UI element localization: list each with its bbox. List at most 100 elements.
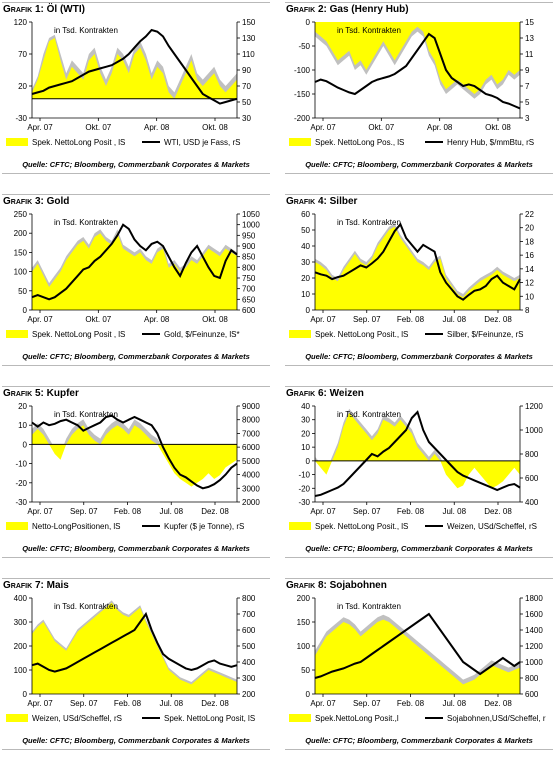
- y-tick-label-left: -200: [294, 114, 311, 123]
- x-tick-label: Sep. 07: [70, 507, 98, 516]
- chart-annotation: in Tsd. Kontrakten: [337, 410, 401, 419]
- series-line: [314, 410, 521, 497]
- y-tick-label-left: 30: [301, 416, 310, 425]
- legend-label: Spek. NettoLong Posit , lS: [32, 138, 125, 147]
- y-tick-label-left: -30: [298, 498, 310, 507]
- y-tick-label-right: 950: [242, 231, 256, 240]
- chart-panel-copper: Grafik 5: Kupfer -30 -20 -10 0 10 20 2000 3000 4…: [2, 386, 270, 558]
- legend-label: Spek. NettoLong Posit , lS: [32, 330, 125, 339]
- y-tick-label-left: 50: [18, 287, 27, 296]
- y-tick-label-right: 9000: [242, 402, 260, 411]
- chart-svg: 0 100 200 300 400 200 300 400 500 600 700 800 Apr. 0…: [6, 594, 256, 723]
- x-tick-label: Apr. 07: [27, 507, 53, 516]
- legend-label: Gold, $/Feinunze, lS*: [164, 330, 240, 339]
- series-area: [32, 425, 237, 487]
- y-tick-label-right: 30: [242, 114, 251, 123]
- y-tick-label-right: 14: [525, 265, 534, 274]
- y-tick-label-left: -10: [15, 460, 27, 469]
- x-tick-label: Feb. 08: [397, 507, 425, 516]
- chart-panel-silver: Grafik 4: Silber 0 10 20 30 40 50 60 8 10 12 14 16 1…: [285, 194, 553, 366]
- y-tick-label-left: 100: [14, 666, 28, 675]
- panel-title: Grafik 8: Sojabohnen: [285, 578, 553, 592]
- panel-title: Grafik 7: Mais: [2, 578, 270, 592]
- series-line: [31, 611, 238, 673]
- x-tick-label: Okt. 08: [485, 123, 511, 132]
- x-tick-label: Okt. 08: [202, 123, 228, 132]
- y-tick-label-left: 0: [23, 690, 28, 699]
- chart-annotation: in Tsd. Kontrakten: [337, 602, 401, 611]
- legend-label: WTI, USD je Fass, rS: [164, 138, 240, 147]
- y-tick-label-right: 500: [242, 642, 256, 651]
- x-tick-label: Okt. 08: [202, 315, 228, 324]
- legend-label: Netto-LongPositionen, lS: [32, 522, 121, 531]
- x-tick-label: Feb. 08: [397, 699, 425, 708]
- chart-annotation: in Tsd. Kontrakten: [337, 218, 401, 227]
- y-tick-label-left: 300: [14, 618, 28, 627]
- y-tick-label-right: 7000: [242, 429, 260, 438]
- divider: [2, 365, 270, 366]
- chart-svg: 0 50 100 150 200 600 800 1000 1200 1400 1600 1800 Ap…: [289, 594, 546, 723]
- y-tick-label-left: 150: [14, 248, 28, 257]
- y-tick-label-right: 1400: [525, 626, 543, 635]
- legend-swatch: [6, 330, 28, 338]
- legend-label: Spek.NettoLong Posit.,l: [315, 714, 399, 723]
- chart-svg: -30 -20 -10 0 10 20 30 40 400 600 800 1000 1200 Apr. …: [289, 402, 543, 531]
- y-tick-label-right: 7: [525, 82, 530, 91]
- y-tick-label-left: -30: [15, 114, 27, 123]
- x-tick-label: Apr. 08: [144, 315, 170, 324]
- x-tick-label: Jul. 08: [159, 699, 183, 708]
- divider: [285, 557, 553, 558]
- y-tick-label-right: 8: [525, 306, 530, 315]
- x-tick-label: Dez. 08: [484, 699, 512, 708]
- chart-annotation: in Tsd. Kontrakten: [54, 26, 118, 35]
- legend-label: Spek. NettoLong Pos., lS: [315, 138, 404, 147]
- y-tick-label-right: 300: [242, 674, 256, 683]
- y-tick-label-right: 1050: [242, 210, 260, 219]
- x-tick-label: Jul. 08: [159, 507, 183, 516]
- x-tick-label: Feb. 08: [114, 699, 142, 708]
- y-tick-label-right: 600: [525, 474, 539, 483]
- series-line: [31, 223, 238, 301]
- panel-title: Grafik 3: Gold: [2, 194, 270, 208]
- x-tick-label: Sep. 07: [353, 315, 381, 324]
- legend-label: Weizen, USd/Scheffel, rS: [447, 522, 537, 531]
- x-tick-label: Apr. 07: [310, 507, 336, 516]
- y-tick-label-right: 22: [525, 210, 534, 219]
- y-tick-label-left: 20: [301, 274, 310, 283]
- y-tick-label-left: 20: [301, 429, 310, 438]
- y-tick-label-right: 4000: [242, 471, 260, 480]
- y-tick-label-right: 800: [242, 263, 256, 272]
- y-tick-label-right: 12: [525, 279, 534, 288]
- series-line: [314, 32, 521, 110]
- x-tick-label: Sep. 07: [353, 507, 381, 516]
- legend-label: Spek. NettoLong Posit, lS: [164, 714, 255, 723]
- series-area: [315, 619, 520, 694]
- y-tick-label-left: -50: [298, 42, 310, 51]
- y-tick-label-left: 400: [14, 594, 28, 603]
- source-note: Quelle: CFTC; Bloomberg, Commerzbank Cor…: [305, 544, 533, 553]
- y-tick-label-right: 90: [242, 66, 251, 75]
- panel-title: Grafik 2: Gas (Henry Hub): [285, 2, 553, 16]
- panel-title: Grafik 1: Öl (WTI): [2, 2, 270, 16]
- x-tick-label: Okt. 07: [85, 123, 111, 132]
- y-tick-label-right: 1200: [525, 402, 543, 411]
- panel-number: Grafik 6:: [286, 388, 327, 399]
- x-tick-label: Apr. 07: [310, 123, 336, 132]
- panel-number: Grafik 5:: [3, 388, 44, 399]
- y-tick-label-right: 5000: [242, 457, 260, 466]
- legend-swatch: [289, 522, 311, 530]
- y-tick-label-left: 40: [301, 402, 310, 411]
- legend-label: Kupfer ($ je Tonne), rS: [164, 522, 244, 531]
- chart-panel-gas: Grafik 2: Gas (Henry Hub) -200 -150 -100 -5…: [285, 2, 553, 174]
- y-tick-label-right: 1000: [525, 658, 543, 667]
- chart-svg: -30 -20 -10 0 10 20 2000 3000 4000 5000 6000 7000 80…: [6, 402, 260, 531]
- x-tick-label: Apr. 08: [144, 123, 170, 132]
- x-tick-label: Jul. 08: [442, 507, 466, 516]
- panel-title: Grafik 5: Kupfer: [2, 386, 270, 400]
- y-tick-label-right: 11: [525, 50, 534, 59]
- y-tick-label-left: 40: [301, 242, 310, 251]
- y-tick-label-right: 5: [525, 98, 530, 107]
- legend-label: Spek. NettoLong Posit., lS: [315, 522, 408, 531]
- x-tick-label: Dez. 08: [484, 507, 512, 516]
- y-tick-label-right: 70: [242, 82, 251, 91]
